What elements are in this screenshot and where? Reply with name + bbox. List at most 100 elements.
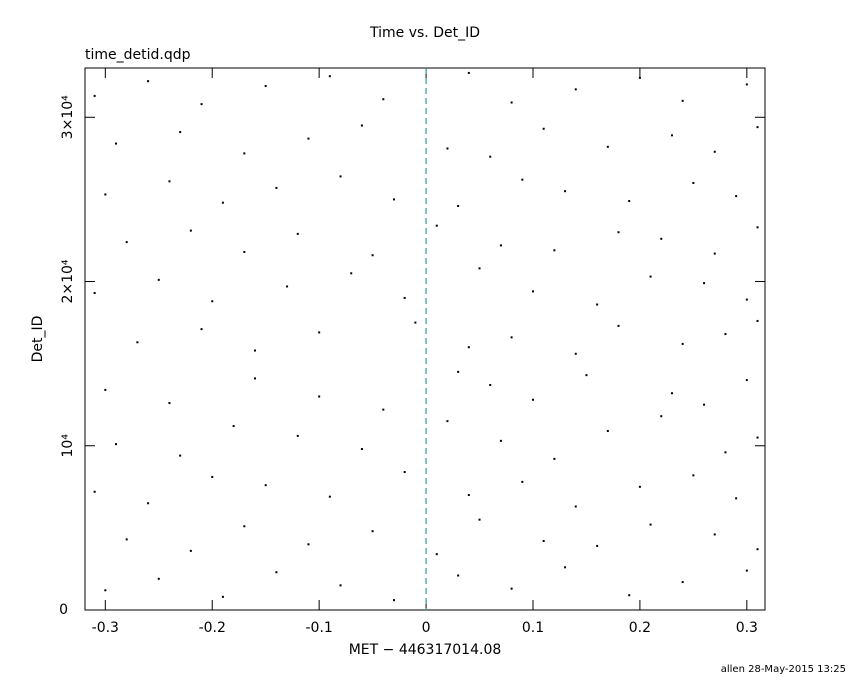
point	[93, 292, 96, 295]
point	[596, 303, 599, 306]
point	[403, 471, 406, 474]
y-axis-label: Det_ID	[30, 316, 46, 363]
point	[628, 200, 631, 203]
point	[147, 502, 150, 505]
point	[307, 543, 310, 546]
point	[457, 204, 460, 207]
y-tick-label: 10⁴	[60, 434, 76, 458]
point	[735, 195, 738, 198]
x-tick-label: -0.3	[92, 620, 119, 636]
point	[350, 272, 353, 275]
point	[531, 290, 534, 293]
point	[243, 250, 246, 253]
point	[189, 229, 192, 232]
point	[617, 324, 620, 327]
point	[93, 94, 96, 97]
point	[104, 589, 107, 592]
point	[585, 374, 588, 377]
y-tick-label: 2×10⁴	[60, 259, 76, 303]
point	[649, 523, 652, 526]
point	[670, 392, 673, 395]
x-tick-label: 0.1	[522, 620, 544, 636]
point	[179, 454, 182, 457]
point	[318, 395, 321, 398]
point	[489, 383, 492, 386]
point	[467, 346, 470, 349]
point	[104, 193, 107, 196]
point	[756, 548, 759, 551]
point	[446, 420, 449, 423]
point	[115, 142, 118, 145]
point	[596, 544, 599, 547]
point	[510, 587, 513, 590]
point	[307, 137, 310, 140]
point	[371, 530, 374, 533]
point	[115, 443, 118, 446]
point	[189, 549, 192, 552]
point	[147, 80, 150, 83]
point	[510, 336, 513, 339]
point	[360, 448, 363, 451]
point	[745, 379, 748, 382]
y-tick-label: 0	[59, 602, 68, 618]
point	[542, 540, 545, 543]
point	[157, 278, 160, 281]
point	[125, 538, 128, 541]
point	[745, 298, 748, 301]
point	[606, 429, 609, 432]
point	[542, 127, 545, 130]
point	[756, 126, 759, 129]
point	[168, 180, 171, 183]
point	[392, 599, 395, 602]
point	[243, 152, 246, 155]
point	[243, 525, 246, 528]
point	[200, 328, 203, 331]
point	[499, 439, 502, 442]
x-tick-label: 0	[422, 620, 431, 636]
x-tick-label: 0.3	[736, 620, 758, 636]
point	[756, 226, 759, 229]
point	[521, 480, 524, 483]
point	[617, 231, 620, 234]
point	[296, 434, 299, 437]
point	[628, 594, 631, 597]
point	[478, 518, 481, 521]
point	[403, 296, 406, 299]
point	[254, 349, 256, 352]
point	[168, 402, 171, 405]
point	[328, 495, 331, 498]
point	[157, 577, 160, 580]
point	[211, 300, 214, 303]
point	[382, 408, 385, 411]
point	[660, 415, 663, 418]
point	[574, 505, 577, 508]
plot-frame	[84, 67, 766, 611]
point	[681, 99, 684, 102]
x-tick-label: 0.2	[629, 620, 651, 636]
point	[457, 370, 460, 373]
point	[638, 76, 641, 79]
point	[638, 485, 641, 488]
point	[703, 282, 706, 285]
point	[670, 134, 673, 137]
point	[275, 186, 278, 189]
point	[435, 224, 438, 227]
point	[489, 155, 492, 158]
point	[232, 425, 235, 428]
point	[713, 252, 716, 255]
point	[745, 83, 748, 86]
point	[681, 342, 684, 345]
point	[264, 484, 267, 487]
point	[275, 571, 278, 574]
point	[553, 249, 556, 252]
point	[339, 584, 342, 587]
point	[221, 595, 224, 598]
point	[467, 71, 470, 74]
footer: allen 28-May-2015 13:25	[721, 664, 846, 675]
point	[446, 147, 449, 150]
point	[221, 201, 224, 204]
point	[660, 237, 663, 240]
point	[93, 490, 96, 493]
